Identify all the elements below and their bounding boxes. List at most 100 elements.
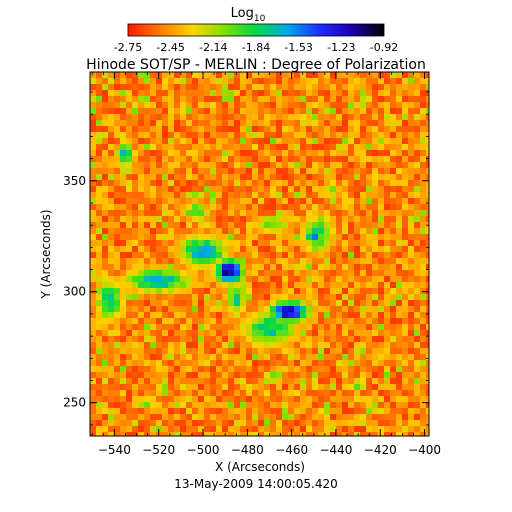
heatmap-cell	[216, 198, 222, 204]
heatmap-cell	[330, 234, 336, 240]
heatmap-cell	[138, 114, 144, 120]
heatmap-cell	[120, 384, 126, 390]
heatmap-cell	[276, 216, 282, 222]
heatmap-cell	[294, 408, 300, 414]
heatmap-cell	[264, 414, 270, 420]
heatmap-cell	[252, 240, 258, 246]
heatmap-cell	[348, 156, 354, 162]
heatmap-cell	[378, 234, 384, 240]
heatmap-cell	[228, 78, 234, 84]
heatmap-cell	[384, 174, 390, 180]
heatmap-cell	[372, 240, 378, 246]
heatmap-cell	[408, 156, 414, 162]
heatmap-cell	[180, 120, 186, 126]
heatmap-cell	[294, 372, 300, 378]
heatmap-cell	[288, 414, 294, 420]
heatmap-cell	[294, 258, 300, 264]
heatmap-cell	[168, 360, 174, 366]
heatmap-cell	[234, 180, 240, 186]
heatmap-cell	[360, 276, 366, 282]
heatmap-cell	[258, 108, 264, 114]
heatmap-cell	[288, 348, 294, 354]
heatmap-cell	[114, 138, 120, 144]
heatmap-cell	[180, 270, 186, 276]
heatmap-cell	[342, 324, 348, 330]
heatmap-cell	[264, 168, 270, 174]
heatmap-cell	[312, 72, 318, 78]
heatmap-cell	[342, 168, 348, 174]
heatmap-cell	[270, 288, 276, 294]
heatmap-cell	[120, 432, 126, 436]
heatmap-cell	[180, 336, 186, 342]
heatmap-cell	[192, 426, 198, 432]
heatmap-cell	[126, 258, 132, 264]
heatmap-cell	[126, 366, 132, 372]
heatmap-cell	[276, 120, 282, 126]
heatmap-cell	[384, 288, 390, 294]
heatmap-cell	[144, 366, 150, 372]
heatmap-cell	[276, 198, 282, 204]
heatmap-cell	[336, 108, 342, 114]
heatmap-cell	[108, 342, 114, 348]
heatmap-cell	[198, 366, 204, 372]
heatmap-cell	[360, 348, 366, 354]
heatmap-cell	[342, 192, 348, 198]
heatmap-cell	[90, 180, 96, 186]
heatmap-cell	[216, 366, 222, 372]
heatmap-cell	[168, 300, 174, 306]
heatmap-cell	[216, 270, 222, 276]
heatmap-cell	[120, 294, 126, 300]
heatmap-cell	[414, 204, 420, 210]
heatmap-cell	[300, 162, 306, 168]
heatmap-cell	[258, 132, 264, 138]
heatmap-cell	[96, 264, 102, 270]
heatmap-cell	[276, 402, 282, 408]
heatmap-cell	[198, 378, 204, 384]
heatmap-cell	[228, 402, 234, 408]
heatmap-cell	[186, 294, 192, 300]
heatmap-cell	[276, 150, 282, 156]
heatmap-cell	[222, 162, 228, 168]
heatmap-cell	[396, 192, 402, 198]
heatmap-cell	[426, 342, 429, 348]
heatmap-cell	[270, 108, 276, 114]
heatmap-cell	[306, 360, 312, 366]
heatmap-cell	[414, 264, 420, 270]
heatmap-cell	[240, 228, 246, 234]
heatmap-cell	[186, 288, 192, 294]
heatmap-cell	[246, 354, 252, 360]
heatmap-cell	[252, 102, 258, 108]
heatmap-cell	[390, 174, 396, 180]
heatmap-cell	[288, 354, 294, 360]
heatmap-cell	[222, 156, 228, 162]
heatmap-cell	[156, 162, 162, 168]
heatmap-cell	[150, 258, 156, 264]
heatmap-cell	[144, 294, 150, 300]
heatmap-cell	[228, 318, 234, 324]
heatmap-cell	[360, 72, 366, 78]
heatmap-cell	[144, 408, 150, 414]
heatmap-cell	[414, 90, 420, 96]
heatmap-cell	[336, 180, 342, 186]
heatmap-cell	[306, 168, 312, 174]
heatmap-cell	[354, 234, 360, 240]
heatmap-cell	[324, 234, 330, 240]
heatmap-cell	[348, 198, 354, 204]
heatmap-cell	[174, 144, 180, 150]
heatmap-cell	[186, 162, 192, 168]
heatmap-cell	[210, 270, 216, 276]
heatmap-cell	[306, 384, 312, 390]
heatmap-cell	[348, 420, 354, 426]
heatmap-cell	[114, 192, 120, 198]
heatmap-cell	[132, 270, 138, 276]
heatmap-cell	[102, 102, 108, 108]
heatmap-cell	[222, 204, 228, 210]
heatmap-cell	[138, 306, 144, 312]
heatmap-cell	[114, 300, 120, 306]
heatmap-cell	[198, 258, 204, 264]
heatmap-cell	[396, 288, 402, 294]
heatmap-cell	[258, 144, 264, 150]
heatmap-cell	[300, 102, 306, 108]
heatmap-cell	[258, 318, 264, 324]
heatmap-cell	[384, 336, 390, 342]
